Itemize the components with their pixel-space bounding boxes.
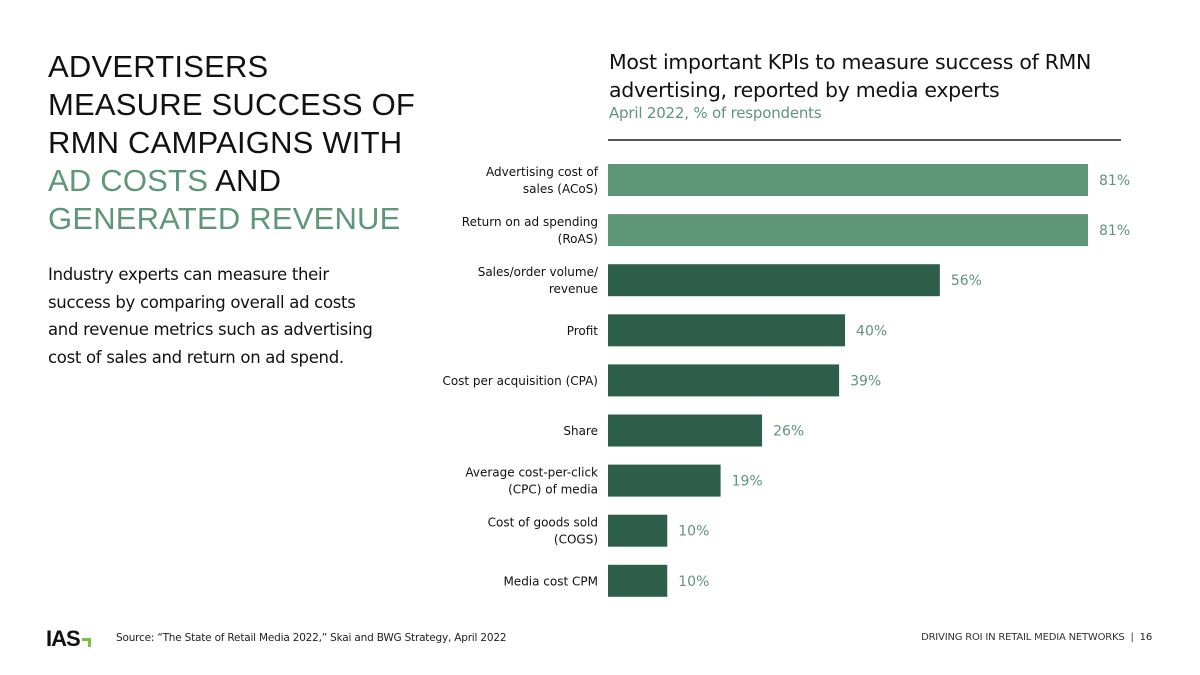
bar-3 [608,314,846,347]
headline-accent-ad-costs: AD COSTS [48,163,209,198]
value-label-2: 56% [951,273,982,289]
value-label-7: 10% [678,524,709,540]
headline-line-4: AD COSTS AND [48,162,428,200]
category-label-7: Cost of goods sold (COGS) [488,516,598,547]
bar-0 [608,164,1088,196]
category-label-line: Media cost CPM [503,574,598,588]
bar-1 [608,214,1088,247]
source-citation: Source: “The State of Retail Media 2022,… [116,632,507,644]
category-label-line: (RoAS) [558,232,598,246]
category-label-line: Share [563,424,598,438]
body-text: Industry experts can measure their succe… [48,265,373,367]
title-divider [608,139,1121,141]
category-label-line: Sales/order volume/ [478,265,599,279]
category-label-6: Average cost-per-click (CPC) of media [465,466,598,497]
category-label-line: Return on ad spending [462,215,598,229]
chart-title: Most important KPIs to measure success o… [609,50,1092,102]
value-label-8: 10% [678,574,709,590]
category-label-line: Profit [567,324,599,338]
headline-line-1: ADVERTISERS [48,49,269,84]
category-label-line: Advertising cost of [486,165,599,179]
category-label-line: sales (ACoS) [523,182,598,196]
value-label-4: 39% [850,373,881,389]
page-number: 16 [1139,632,1153,643]
category-label-line: (CPC) of media [508,483,598,497]
footer-section: DRIVING ROI IN RETAIL MEDIA NETWORKS | 16 [921,632,1152,643]
category-label-5: Share [563,424,598,438]
headline-line-2: MEASURE SUCCESS OF [48,87,416,122]
category-label-0: Advertising cost of sales (ACoS) [486,165,599,196]
section-title: DRIVING ROI IN RETAIL MEDIA NETWORKS [921,632,1125,643]
bar-2 [608,264,940,297]
value-label-6: 19% [732,474,763,490]
category-label-line: Cost per acquisition (CPA) [442,374,598,388]
footer-separator: | [1130,632,1134,643]
headline-and: AND [208,163,282,198]
bar-6 [608,464,721,497]
headline: ADVERTISERS MEASURE SUCCESS OF RMN CAMPA… [48,48,428,238]
value-label-3: 40% [856,323,887,339]
value-label-5: 26% [773,424,804,440]
headline-line-3: RMN CAMPAIGNS WITH [48,125,403,160]
ias-logo: IAS [46,626,91,652]
category-label-3: Profit [567,324,599,338]
category-label-4: Cost per acquisition (CPA) [442,374,598,388]
bar-8 [608,564,668,597]
logo-text: IAS [46,626,81,651]
category-label-line: Average cost-per-click [465,466,598,480]
category-label-line: revenue [549,282,598,296]
value-label-1: 81% [1099,223,1130,239]
category-label-8: Media cost CPM [503,574,598,588]
chart-subtitle: April 2022, % of respondents [609,104,822,122]
bar-5 [608,414,763,447]
bar-7 [608,514,668,547]
category-label-1: Return on ad spending (RoAS) [462,215,598,246]
category-label-line: (COGS) [554,533,598,547]
value-label-0: 81% [1099,173,1130,189]
category-label-line: Cost of goods sold [488,516,598,530]
category-label-2: Sales/order volume/revenue [478,265,599,296]
bar-4 [608,364,840,397]
headline-accent-revenue: GENERATED REVENUE [48,201,401,236]
logo-corner-icon [81,638,91,647]
